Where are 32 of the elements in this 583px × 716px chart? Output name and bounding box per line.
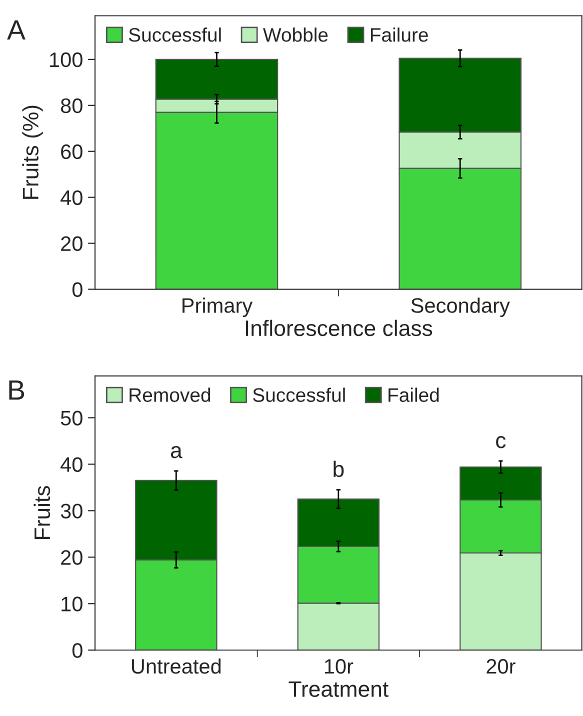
annotation: b	[334, 460, 344, 478]
legend-label: Failure	[370, 28, 428, 42]
y-axis-title: Fruits (%)	[22, 106, 43, 199]
y-tick-label: 80	[60, 98, 82, 114]
legend-label: Removed	[130, 388, 210, 402]
y-tick-label: 0	[72, 643, 82, 658]
x-tick-label: Primary	[182, 298, 253, 318]
legend-label: Failed	[388, 388, 439, 402]
x-tick-label: 20r	[486, 659, 516, 674]
legend-label: Successful	[253, 388, 345, 402]
x-tick-label: Untreated	[132, 658, 221, 674]
y-tick-label: 20	[61, 550, 82, 565]
annotation: c	[496, 436, 506, 448]
chart-title: B	[9, 380, 24, 400]
x-tick-label: Secondary	[411, 298, 510, 318]
x-axis-title: Inflorescence class	[246, 320, 432, 336]
chart-title: A	[7, 20, 26, 40]
y-tick-label: 40	[60, 190, 82, 206]
x-axis-title: Treatment	[288, 681, 388, 697]
annotation: a	[170, 446, 182, 458]
x-tick-label: 10r	[324, 659, 354, 674]
y-tick-label: 50	[60, 410, 82, 426]
y-axis-title: Fruits	[34, 486, 50, 539]
y-tick-label: 20	[61, 236, 82, 252]
y-tick-label: 60	[61, 144, 82, 160]
y-tick-label: 10	[62, 596, 82, 612]
y-tick-label: 30	[60, 504, 82, 518]
legend-label: Wobble	[263, 28, 328, 42]
legend-label: Successful	[128, 28, 221, 42]
y-tick-label: 0	[72, 282, 82, 298]
y-tick-label: 40	[60, 457, 82, 472]
y-tick-label: 100	[50, 52, 82, 68]
